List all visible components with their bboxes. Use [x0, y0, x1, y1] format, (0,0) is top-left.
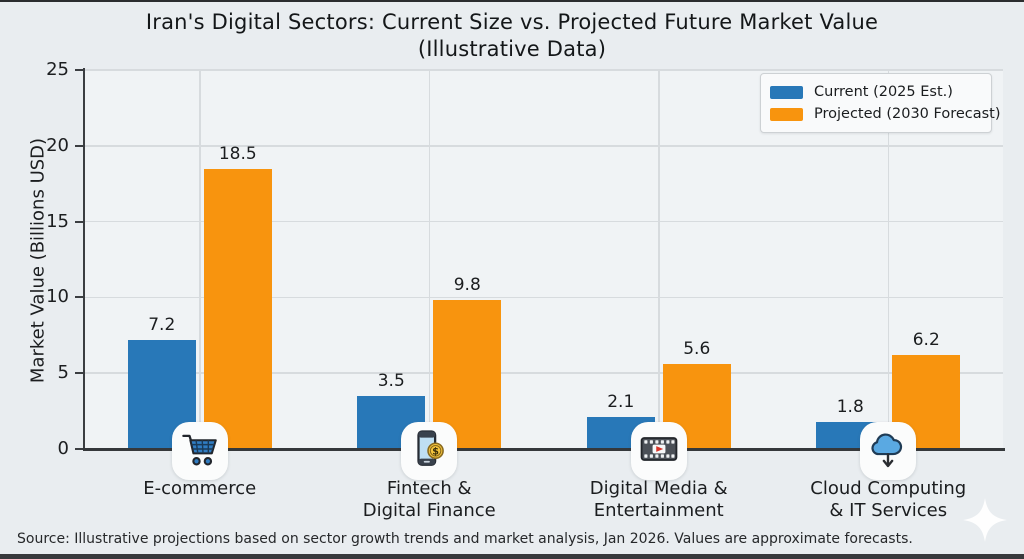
y-tick-label: 10: [46, 286, 69, 308]
y-axis-line: [83, 68, 85, 451]
category-label-ecommerce: E-commerce: [85, 478, 315, 500]
category-label-line: Fintech &: [386, 478, 472, 499]
shopping-cart-icon: [179, 428, 221, 474]
mobile-payment-icon: $: [408, 428, 450, 474]
y-tick-label: 15: [46, 210, 69, 232]
chart-title: Iran's Digital Sectors: Current Size vs.…: [0, 9, 1024, 63]
h-gridline: [85, 145, 1003, 147]
category-label-line: Digital Finance: [362, 500, 496, 521]
category-label-digital-media: Digital Media & Entertainment: [544, 478, 774, 522]
bar-value-label: 3.5: [377, 370, 405, 391]
y-tick-label: 0: [57, 438, 69, 459]
svg-text:$: $: [432, 446, 439, 457]
cloud-icon-badge: [860, 422, 917, 480]
chart-title-line2: (Illustrative Data): [417, 37, 607, 61]
y-tick-mark: [75, 144, 83, 147]
fintech-icon-badge: $: [401, 422, 458, 480]
v-gridline: [887, 70, 889, 449]
bar-value-label: 6.2: [912, 330, 940, 350]
y-tick-mark: [75, 296, 83, 299]
h-gridline: [85, 69, 1003, 71]
bar-value-label: 7.2: [148, 314, 176, 335]
category-label-line: & IT Services: [829, 500, 948, 521]
y-tick-mark: [75, 220, 83, 223]
bar-projected: [203, 168, 272, 449]
legend-swatch-current: [770, 85, 803, 99]
h-gridline: [85, 220, 1003, 223]
v-gridline: [658, 70, 660, 449]
category-label-fintech: Fintech & Digital Finance: [314, 478, 544, 522]
category-label-line: Cloud Computing: [810, 478, 967, 499]
y-tick-label: 20: [46, 134, 69, 156]
sparkle-watermark-icon: [961, 496, 1009, 544]
v-gridline: [428, 70, 430, 449]
legend-item-projected: Projected (2030 Forecast): [770, 103, 1001, 125]
chart-title-line1: Iran's Digital Sectors: Current Size vs.…: [145, 10, 879, 34]
v-gridline: [199, 70, 201, 449]
bottom-edge-strip: [0, 554, 1024, 559]
legend-label-projected: Projected (2030 Forecast): [814, 106, 1001, 122]
bar-value-label: 5.6: [683, 339, 711, 360]
legend-item-current: Current (2025 Est.): [770, 81, 981, 103]
legend-swatch-projected: [770, 107, 803, 121]
y-tick-mark: [75, 69, 83, 71]
y-tick-label: 25: [46, 59, 69, 80]
y-tick-mark: [75, 448, 83, 450]
category-label-line: Digital Media &: [589, 478, 728, 499]
ecommerce-icon-badge: [171, 422, 228, 480]
top-edge-strip: [0, 0, 1024, 2]
category-label-line: Entertainment: [593, 500, 724, 521]
film-play-icon: [637, 427, 681, 475]
bar-value-label: 2.1: [607, 392, 635, 413]
category-label-cloud: Cloud Computing & IT Services: [773, 478, 1003, 522]
h-gridline: [85, 296, 1003, 299]
bar-value-label: 1.8: [836, 396, 864, 417]
category-label-line: E-commerce: [143, 478, 257, 499]
legend: Current (2025 Est.) Projected (2030 Fore…: [760, 73, 1001, 133]
y-axis-title: Market Value (Billions USD): [27, 137, 49, 384]
y-tick-label: 5: [57, 362, 69, 384]
legend-label-current: Current (2025 Est.): [814, 84, 953, 100]
y-tick-mark: [75, 372, 83, 375]
digital-media-icon-badge: [630, 422, 687, 480]
x-axis-line: [83, 448, 1005, 451]
source-note: Source: Illustrative projections based o…: [17, 531, 913, 547]
bar-value-label: 18.5: [218, 143, 257, 164]
h-gridline: [85, 372, 1003, 374]
bar-value-label: 9.8: [453, 275, 481, 296]
cloud-download-icon: [866, 427, 910, 475]
